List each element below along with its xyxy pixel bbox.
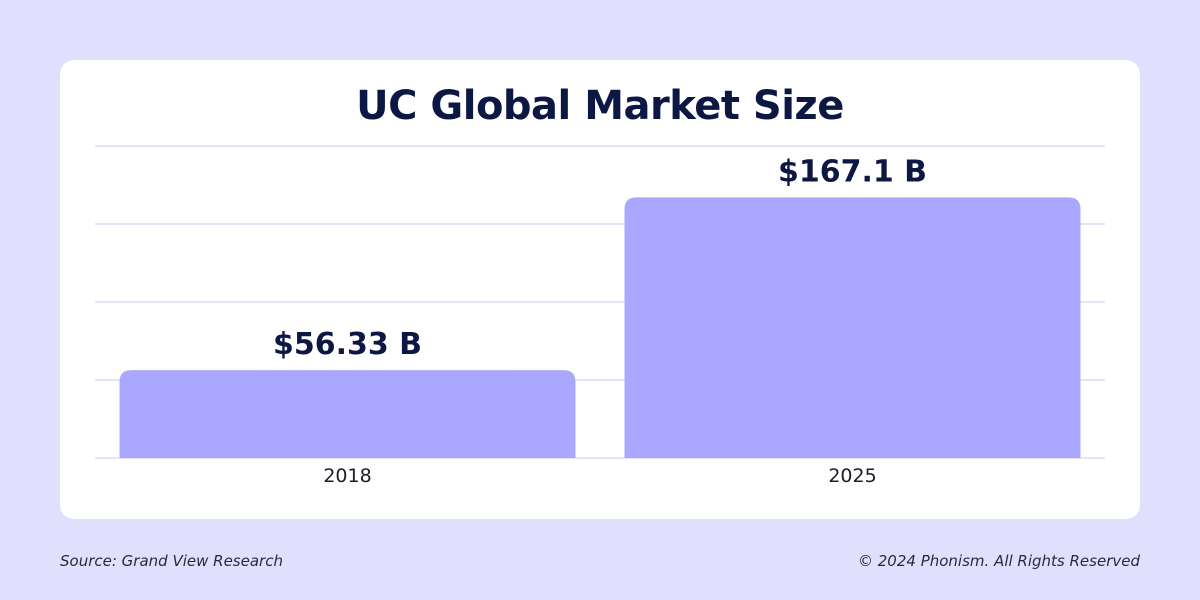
copyright-note: © 2024 Phonism. All Rights Reserved xyxy=(857,552,1140,570)
bar-2018 xyxy=(119,370,576,458)
value-label-2018: $56.33 B xyxy=(273,327,422,362)
labels: $56.33 B 2018 $167.1 B 2025 xyxy=(273,154,927,487)
source-note: Source: Grand View Research xyxy=(60,552,283,570)
chart-title: UC Global Market Size xyxy=(356,83,844,129)
category-label-2018: 2018 xyxy=(323,465,371,487)
bars xyxy=(119,197,1081,458)
bar-2025 xyxy=(624,197,1081,458)
value-label-2025: $167.1 B xyxy=(778,154,927,189)
category-label-2025: 2025 xyxy=(828,465,876,487)
